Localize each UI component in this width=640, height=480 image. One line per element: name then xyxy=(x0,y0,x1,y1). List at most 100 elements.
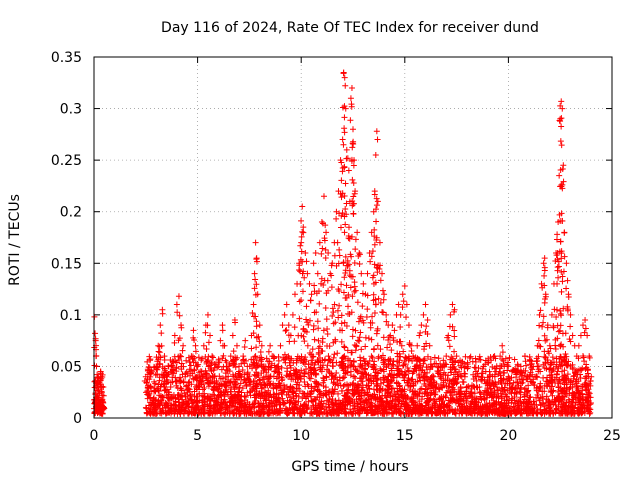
data-point xyxy=(486,399,493,406)
data-point xyxy=(414,342,421,349)
data-point xyxy=(565,294,572,301)
data-point xyxy=(223,382,230,389)
data-point xyxy=(249,310,256,317)
data-point xyxy=(425,404,432,411)
data-point xyxy=(560,162,567,169)
data-point xyxy=(569,332,576,339)
data-point xyxy=(188,404,195,411)
data-point xyxy=(279,389,286,396)
data-point xyxy=(325,353,332,360)
data-point xyxy=(508,385,515,392)
data-point xyxy=(366,377,373,384)
data-point xyxy=(176,312,183,319)
data-point xyxy=(548,311,555,318)
data-point xyxy=(369,409,376,416)
data-point xyxy=(542,407,549,414)
data-point xyxy=(354,337,361,344)
data-point xyxy=(427,395,434,402)
data-point xyxy=(385,361,392,368)
data-point xyxy=(375,370,382,377)
data-point xyxy=(232,364,239,371)
data-point xyxy=(587,378,594,385)
data-point xyxy=(447,389,454,396)
data-point xyxy=(187,368,194,375)
data-point xyxy=(306,374,313,381)
data-point xyxy=(526,410,533,417)
data-point xyxy=(342,105,349,112)
data-point xyxy=(533,355,540,362)
data-point xyxy=(258,370,265,377)
data-point xyxy=(334,350,341,357)
data-point xyxy=(423,340,430,347)
data-point xyxy=(265,387,272,394)
data-point xyxy=(322,255,329,262)
data-point xyxy=(534,391,541,398)
data-point xyxy=(203,359,210,366)
data-point xyxy=(238,373,245,380)
data-point xyxy=(301,338,308,345)
data-point xyxy=(379,308,386,315)
data-point xyxy=(252,364,259,371)
data-point xyxy=(253,281,260,288)
data-point xyxy=(296,388,303,395)
data-point xyxy=(466,355,473,362)
data-point xyxy=(350,179,357,186)
data-point xyxy=(232,319,239,326)
data-point xyxy=(353,396,360,403)
data-point xyxy=(557,307,564,314)
data-point xyxy=(356,249,363,256)
data-point xyxy=(440,357,447,364)
data-point xyxy=(405,403,412,410)
data-point xyxy=(560,393,567,400)
data-point xyxy=(301,274,308,281)
data-point xyxy=(346,261,353,268)
data-point xyxy=(355,318,362,325)
data-point xyxy=(558,248,565,255)
data-point xyxy=(450,381,457,388)
data-point xyxy=(424,398,431,405)
y-tick-label: 0 xyxy=(73,411,82,427)
data-point xyxy=(239,399,246,406)
data-point xyxy=(503,393,510,400)
data-point xyxy=(401,392,408,399)
data-point xyxy=(253,323,260,330)
data-point xyxy=(338,177,345,184)
data-point xyxy=(535,337,542,344)
data-point xyxy=(555,263,562,270)
data-point xyxy=(186,388,193,395)
data-point xyxy=(97,368,104,375)
data-point xyxy=(172,402,179,409)
data-point xyxy=(158,342,165,349)
data-point xyxy=(579,322,586,329)
data-point xyxy=(169,358,176,365)
data-point xyxy=(307,317,314,324)
data-point xyxy=(371,345,378,352)
data-point xyxy=(244,407,251,414)
data-point xyxy=(370,291,377,298)
data-point xyxy=(541,388,548,395)
data-point xyxy=(332,336,339,343)
data-point xyxy=(239,366,246,373)
data-point xyxy=(371,226,378,233)
data-point xyxy=(488,394,495,401)
data-point xyxy=(348,84,355,91)
data-point xyxy=(373,195,380,202)
data-point xyxy=(309,360,316,367)
data-point xyxy=(347,406,354,413)
data-point xyxy=(316,354,323,361)
data-point xyxy=(405,375,412,382)
data-point xyxy=(374,387,381,394)
data-point xyxy=(377,262,384,269)
data-point xyxy=(329,313,336,320)
data-point xyxy=(441,401,448,408)
data-point xyxy=(146,353,153,360)
data-point xyxy=(282,327,289,334)
data-point xyxy=(442,410,449,417)
data-point xyxy=(369,248,376,255)
data-point xyxy=(331,301,338,308)
data-point xyxy=(275,366,282,373)
data-point xyxy=(488,357,495,364)
data-point xyxy=(377,277,384,284)
data-point xyxy=(251,285,258,292)
data-point xyxy=(326,343,333,350)
